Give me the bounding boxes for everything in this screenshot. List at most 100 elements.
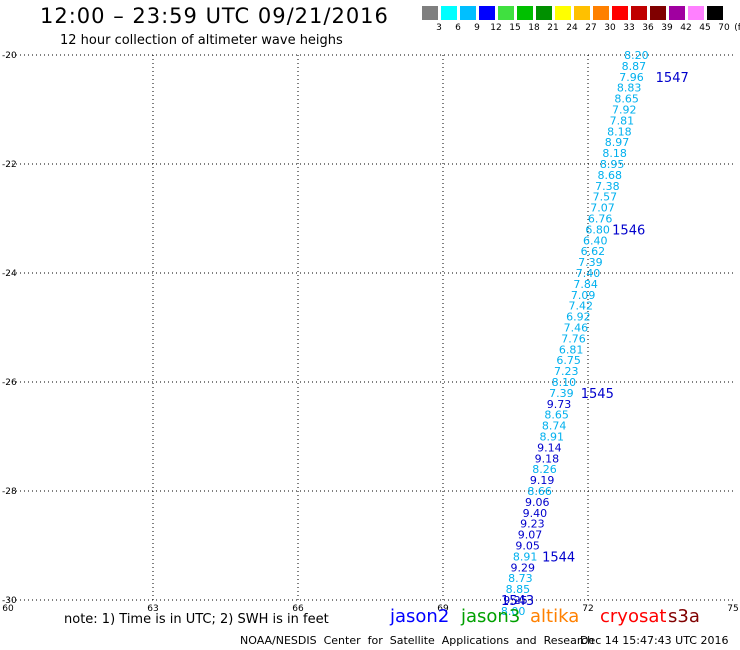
swh-point-label: 8.91 <box>540 431 565 444</box>
scale-swatch <box>593 6 609 20</box>
x-tick-label: 75 <box>727 604 738 614</box>
footer-note: note: 1) Time is in UTC; 2) SWH is in fe… <box>64 612 329 627</box>
swh-point-label: 9.07 <box>518 529 543 542</box>
swh-point-label: 7.84 <box>573 278 598 291</box>
scale-label: 6 <box>455 23 461 33</box>
swh-point-label: 7.46 <box>564 322 589 335</box>
scale-swatch <box>707 6 723 20</box>
scale-label: 3 <box>436 23 442 33</box>
scale-swatch <box>631 6 647 20</box>
swh-point-label: 8.65 <box>544 409 569 422</box>
swh-point-label: 7.81 <box>610 114 635 127</box>
x-tick-label: 63 <box>147 604 158 614</box>
swh-point-label: 6.76 <box>588 213 613 226</box>
credit-line: NOAA/NESDIS Center for Satellite Applica… <box>240 634 595 647</box>
swh-point-label: 7.07 <box>590 202 615 215</box>
scale-swatch <box>650 6 666 20</box>
y-tick-label: -22 <box>2 160 17 170</box>
scale-label: 42 <box>680 23 692 33</box>
swh-point-label: 9.25 <box>503 594 528 607</box>
y-tick-label: -24 <box>2 269 17 279</box>
swh-point-label: 7.39 <box>549 387 574 400</box>
swh-point-label: 6.62 <box>581 245 606 258</box>
pass-time-label: 1545 <box>581 387 614 402</box>
pass-time-label: 1546 <box>612 223 645 238</box>
legend-jason2: jason2 <box>390 606 450 627</box>
scale-label: 27 <box>585 23 597 33</box>
swh-point-label: 8.68 <box>598 169 623 182</box>
pass-time-label: 1547 <box>656 71 689 86</box>
scale-swatch <box>441 6 457 20</box>
swh-point-label: 8.91 <box>513 550 538 563</box>
scale-label: 45 <box>699 23 711 33</box>
swh-point-label: 9.05 <box>515 540 540 553</box>
swh-point-label: 9.40 <box>523 507 548 520</box>
swh-point-label: 9.06 <box>525 496 550 509</box>
x-tick-label: 60 <box>2 604 14 614</box>
swh-point-label: 8.97 <box>605 136 630 149</box>
scale-swatch <box>574 6 590 20</box>
legend-cryosat: cryosat <box>600 606 667 627</box>
scale-swatch <box>612 6 628 20</box>
scale-swatch <box>555 6 571 20</box>
scale-label: 39 <box>661 23 673 33</box>
swh-point-label: 8.74 <box>542 420 567 433</box>
swh-point-label: 7.40 <box>576 267 601 280</box>
scale-unit: (ft) <box>734 23 740 33</box>
scale-swatch <box>517 6 533 20</box>
swh-point-label: 7.76 <box>561 332 586 345</box>
scale-swatch <box>422 6 438 20</box>
swh-point-label: 7.39 <box>578 256 603 269</box>
legend-s3a: s3a <box>668 606 700 627</box>
chart-subtitle: 12 hour collection of altimeter wave hei… <box>60 33 343 48</box>
swh-point-label: 8.73 <box>508 572 533 585</box>
scale-label: 33 <box>623 23 635 33</box>
scale-swatch <box>669 6 685 20</box>
swh-point-label: 7.96 <box>619 71 644 84</box>
scale-swatch <box>536 6 552 20</box>
swh-point-label: 8.87 <box>622 60 647 73</box>
y-tick-label: -20 <box>2 51 17 61</box>
swh-point-label: 7.09 <box>571 289 596 302</box>
y-tick-label: -28 <box>2 487 17 497</box>
scale-label: 9 <box>474 23 480 33</box>
pass-time-label: 1543 <box>501 594 534 609</box>
scale-label: 24 <box>566 23 578 33</box>
timestamp: Dec 14 15:47:43 UTC 2016 <box>580 634 729 647</box>
swh-point-label: 9.14 <box>537 441 562 454</box>
swh-point-label: 6.80 <box>585 223 610 236</box>
swh-point-label: 8.20 <box>624 49 649 62</box>
swh-point-label: 8.18 <box>607 125 632 138</box>
x-tick-label: 72 <box>582 604 593 614</box>
chart-title: 12:00 – 23:59 UTC 09/21/2016 <box>40 4 389 28</box>
scale-label: 18 <box>528 23 540 33</box>
scale-label: 36 <box>642 23 654 33</box>
legend-altika: altika <box>530 606 580 627</box>
swh-point-label: 7.92 <box>612 104 637 117</box>
swh-point-label: 9.23 <box>520 518 545 531</box>
swh-point-label: 8.85 <box>506 583 531 596</box>
swh-point-label: 8.18 <box>602 147 627 160</box>
swh-point-label: 9.18 <box>535 452 560 465</box>
swh-point-label: 8.66 <box>527 485 552 498</box>
scale-swatch <box>688 6 704 20</box>
scale-label: 30 <box>604 23 616 33</box>
swh-point-label: 9.29 <box>511 561 536 574</box>
scale-swatch <box>479 6 495 20</box>
swh-point-label: 9.73 <box>547 398 572 411</box>
swh-point-label: 9.19 <box>530 474 555 487</box>
swh-point-label: 7.23 <box>554 365 579 378</box>
x-tick-label: 66 <box>292 604 304 614</box>
swh-point-label: 7.38 <box>595 180 620 193</box>
y-tick-label: -26 <box>2 378 17 388</box>
swh-point-label: 7.42 <box>569 300 594 313</box>
y-tick-label: -30 <box>2 596 17 606</box>
legend-jason3: jason3 <box>461 606 521 627</box>
swh-point-label: 8.95 <box>600 158 625 171</box>
swh-point-label: 8.00 <box>501 605 526 618</box>
swh-point-label: 6.75 <box>556 354 581 367</box>
swh-point-label: 8.65 <box>614 93 639 106</box>
x-tick-label: 69 <box>437 604 449 614</box>
pass-time-label: 1544 <box>542 550 575 565</box>
